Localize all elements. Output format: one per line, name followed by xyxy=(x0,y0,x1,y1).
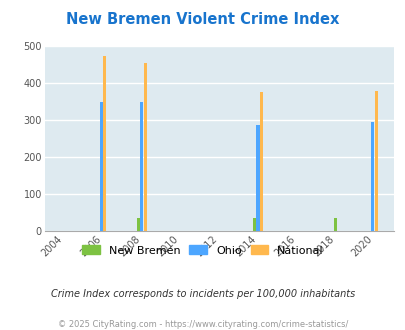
Bar xyxy=(140,102,143,231)
Bar xyxy=(333,218,337,231)
Bar xyxy=(99,102,102,231)
Bar xyxy=(256,124,259,231)
Bar xyxy=(252,218,256,231)
Bar xyxy=(103,56,106,231)
Bar xyxy=(370,122,373,231)
Bar xyxy=(136,218,139,231)
Bar xyxy=(374,90,377,231)
Text: New Bremen Violent Crime Index: New Bremen Violent Crime Index xyxy=(66,12,339,26)
Bar xyxy=(259,92,262,231)
Legend: New Bremen, Ohio, National: New Bremen, Ohio, National xyxy=(77,241,328,260)
Bar xyxy=(143,63,147,231)
Text: Crime Index corresponds to incidents per 100,000 inhabitants: Crime Index corresponds to incidents per… xyxy=(51,289,354,299)
Text: © 2025 CityRating.com - https://www.cityrating.com/crime-statistics/: © 2025 CityRating.com - https://www.city… xyxy=(58,320,347,329)
